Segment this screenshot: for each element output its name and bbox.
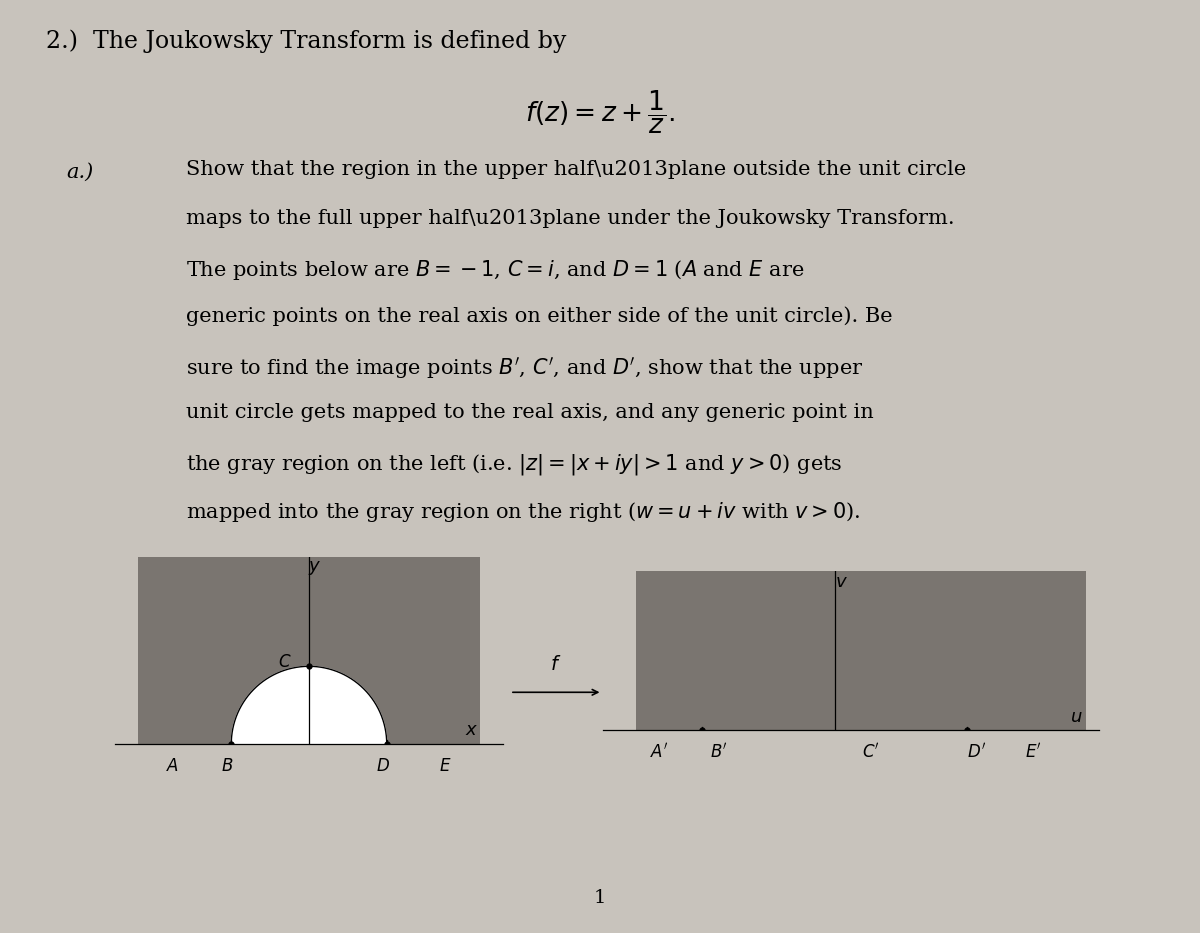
- Text: $C'$: $C'$: [862, 742, 880, 761]
- Text: 2.)  The Joukowsky Transform is defined by: 2.) The Joukowsky Transform is defined b…: [46, 30, 566, 53]
- Text: $y$: $y$: [307, 559, 322, 577]
- Text: $x$: $x$: [466, 720, 479, 739]
- Text: $u$: $u$: [1070, 707, 1082, 726]
- Text: $v$: $v$: [835, 573, 847, 591]
- Text: maps to the full upper half\u2013plane under the Joukowsky Transform.: maps to the full upper half\u2013plane u…: [186, 209, 955, 228]
- Text: generic points on the real axis on either side of the unit circle). Be: generic points on the real axis on eithe…: [186, 306, 893, 326]
- Text: $A'$: $A'$: [650, 742, 668, 761]
- Text: mapped into the gray region on the right ($w = u + iv$ with $v > 0$).: mapped into the gray region on the right…: [186, 500, 860, 524]
- Text: $D'$: $D'$: [967, 742, 986, 761]
- Text: $f$: $f$: [550, 655, 562, 674]
- Text: $E'$: $E'$: [1025, 742, 1042, 761]
- Text: a.): a.): [66, 163, 94, 182]
- Text: $E$: $E$: [439, 758, 451, 775]
- Text: $D$: $D$: [376, 758, 390, 775]
- Polygon shape: [232, 666, 386, 744]
- Text: $C$: $C$: [278, 654, 292, 671]
- Text: The points below are $B = -1$, $C = i$, and $D = 1$ ($A$ and $E$ are: The points below are $B = -1$, $C = i$, …: [186, 258, 804, 282]
- Text: $B'$: $B'$: [710, 742, 727, 761]
- Text: $B$: $B$: [221, 758, 234, 775]
- Text: $f(z) = z + \dfrac{1}{z}.$: $f(z) = z + \dfrac{1}{z}.$: [524, 89, 676, 136]
- Text: 1: 1: [594, 888, 606, 907]
- Text: sure to find the image points $B'$, $C'$, and $D'$, show that the upper: sure to find the image points $B'$, $C'$…: [186, 355, 864, 381]
- Text: the gray region on the left (i.e. $|z| = |x + iy| > 1$ and $y > 0$) gets: the gray region on the left (i.e. $|z| =…: [186, 452, 842, 477]
- Text: unit circle gets mapped to the real axis, and any generic point in: unit circle gets mapped to the real axis…: [186, 403, 874, 422]
- Text: Show that the region in the upper half\u2013plane outside the unit circle: Show that the region in the upper half\u…: [186, 160, 966, 179]
- Text: $A$: $A$: [167, 758, 180, 775]
